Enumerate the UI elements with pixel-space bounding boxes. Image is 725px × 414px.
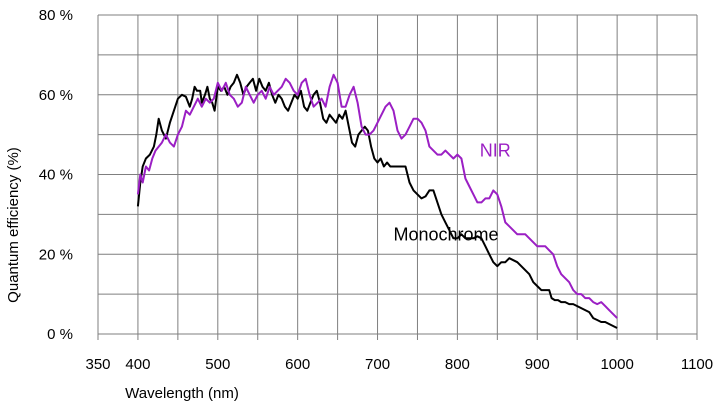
x-tick-label: 400	[125, 356, 150, 373]
x-tick-label: 800	[445, 356, 470, 373]
grid	[97, 14, 698, 340]
x-axis-title: Wavelength (nm)	[125, 385, 239, 402]
series-line-nir	[136, 73, 618, 319]
x-tick-label: 600	[285, 356, 310, 373]
y-tick-labels: 0 % 20 % 40 % 60 % 80 %	[39, 7, 73, 343]
y-axis-title: Quantum efficiency (%)	[5, 147, 22, 303]
series-label-monochrome: Monochrome	[394, 224, 499, 244]
series-line-monochrome	[136, 73, 618, 329]
x-tick-label: 350	[85, 356, 110, 373]
x-tick-label: 700	[365, 356, 390, 373]
y-tick-label: 60 %	[39, 87, 73, 104]
series-lines	[136, 73, 618, 329]
y-tick-label: 80 %	[39, 7, 73, 24]
series-label-nir: NIR	[480, 141, 511, 161]
y-tick-label: 0 %	[47, 326, 73, 343]
y-tick-label: 40 %	[39, 167, 73, 184]
x-tick-label: 1000	[600, 356, 633, 373]
series-labels: NIR Monochrome	[394, 141, 511, 245]
x-tick-label: 900	[525, 356, 550, 373]
x-tick-label: 1100	[681, 356, 713, 373]
y-tick-label: 20 %	[39, 246, 73, 263]
x-tick-labels: 350 400 500 600 700 800 900 1000 1100	[85, 356, 713, 373]
x-tick-label: 500	[205, 356, 230, 373]
